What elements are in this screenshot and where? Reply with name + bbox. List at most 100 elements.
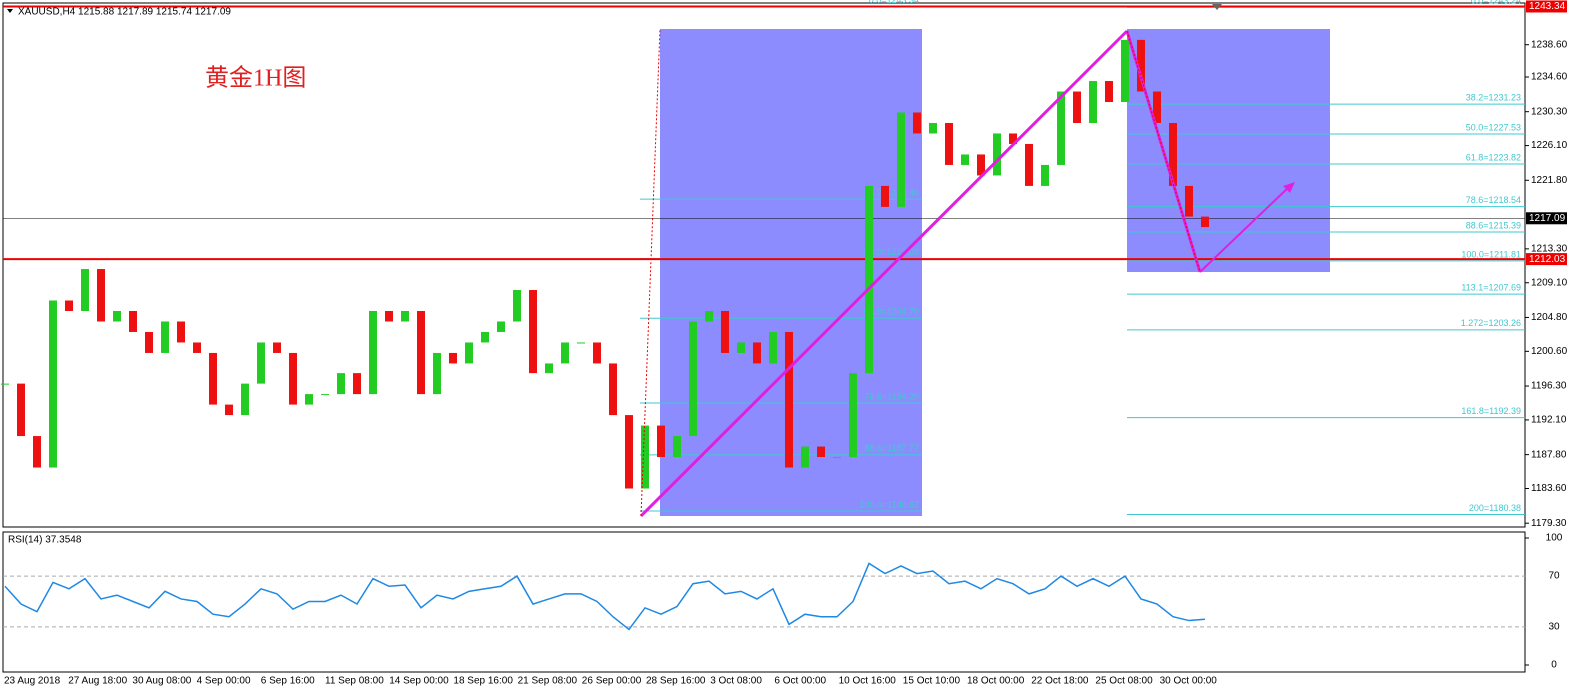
candle-body [417,310,425,395]
candle-body [289,352,297,405]
candle-body [1057,91,1065,165]
x-tick-label: 6 Oct 00:00 [774,676,826,687]
candle-body [1201,216,1209,228]
fib-label: 0.0=1243.34 [869,0,919,5]
x-tick-label: 30 Oct 00:00 [1160,676,1218,687]
candle-body [1169,122,1177,186]
fib-label: 38.2=1219.46 [864,188,919,198]
candle-body [977,154,985,176]
candle-body [881,185,889,207]
rsi-line [4,562,1206,631]
candle-body [385,310,393,322]
candle-body [913,112,921,134]
y-tick-label: 70 [1548,571,1560,582]
y-tick-label: 1230.30 [1531,106,1568,117]
candle-body [897,112,905,207]
y-tick-label: 1238.60 [1531,39,1568,50]
fib-label: 100.0=1180.82 [859,499,919,509]
candle-body [529,290,537,374]
candle-body [801,446,809,468]
candle-body [337,373,345,395]
y-tick-label: 30 [1548,622,1560,633]
candle-body [545,363,553,374]
candle-body [673,436,681,458]
candle-body [161,321,169,353]
x-tick-label: 15 Oct 10:00 [903,676,961,687]
candle-body [657,425,665,458]
candle-body [49,300,57,468]
candle-body [465,342,473,364]
x-tick-label: 28 Sep 16:00 [646,676,706,687]
x-tick-label: 21 Sep 08:00 [518,676,578,687]
candle-body [737,342,745,353]
candle-body [641,425,649,489]
y-tick-label: 1179.30 [1531,518,1567,529]
candle-body [593,342,601,364]
time-zone [1127,29,1330,272]
y-tick-label: 1187.80 [1531,449,1567,460]
y-tick-label: 1200.60 [1531,346,1568,357]
x-tick-label: 4 Sep 00:00 [197,676,251,687]
fib-trend [1126,30,1201,273]
candle-body [145,331,153,353]
trend-arrow [639,29,1129,518]
candle-body [177,321,185,343]
x-tick-label: 3 Oct 08:00 [710,676,762,687]
fib-label: 50.0=1227.53 [1466,122,1521,132]
candle-body [321,394,329,396]
price-label-bg [1526,0,1567,13]
candle-body [1009,133,1017,144]
candle-body [353,373,361,395]
candle-body [1041,164,1049,186]
candle-body [993,133,1001,176]
symbol-header: XAUUSD,H4 1215.88 1217.89 1215.74 1217.0… [18,7,231,18]
x-tick-label: 30 Aug 08:00 [132,676,191,687]
candle-body [369,310,377,395]
y-tick-label: 1226.10 [1531,140,1568,151]
candle-body [865,185,873,374]
candle-body [753,342,761,364]
y-tick-label: 1196.30 [1531,381,1567,392]
x-tick-label: 11 Sep 08:00 [325,676,384,687]
fib-label: 61.8=1204.70 [864,307,919,317]
candle-body [1121,39,1129,103]
fib-label: 78.6=1194.20 [864,391,919,401]
candle-body [241,383,249,416]
candle-body [433,352,441,395]
price-label: 1212.03 [1529,254,1566,265]
candle-body [817,446,825,458]
y-tick-label: 1192.10 [1531,415,1567,426]
price-label-bg [1526,253,1567,266]
candle-body [705,310,713,322]
candle-body [513,290,521,322]
candle-body [1025,143,1033,186]
candle-body [209,352,217,405]
x-tick-label: 22 Oct 18:00 [1031,676,1089,687]
price-pane [2,2,1526,528]
x-tick-label: 25 Oct 08:00 [1095,676,1153,687]
y-tick-label: 1234.60 [1531,72,1568,83]
x-tick-label: 26 Sep 00:00 [582,676,642,687]
candle-body [1073,91,1081,123]
candle-body [497,321,505,332]
annotation: 黄金1H图 [205,65,306,92]
candle-body [1089,81,1097,123]
candle-body [577,342,585,344]
trend-arrow [1199,185,1291,273]
fib-label: 161.8=1192.39 [1461,406,1521,416]
fib-label: 50.0=1212.08 [864,247,919,257]
candle-body [945,122,953,165]
candle-body [929,122,937,134]
candle-body [449,352,457,364]
y-tick-label: 1221.80 [1531,175,1568,186]
fib-label: 0.0=1243.24 [1471,0,1521,6]
y-tick-label: 1213.30 [1531,244,1568,255]
candle-body [961,154,969,165]
candle-body [273,342,281,353]
fib-trend [640,28,661,517]
rsi-title: RSI(14) 37.3548 [8,535,82,546]
fib-label: 78.6=1218.54 [1466,195,1521,205]
candle-body [225,404,233,416]
fib-label: 113.1=1207.69 [1461,283,1521,293]
